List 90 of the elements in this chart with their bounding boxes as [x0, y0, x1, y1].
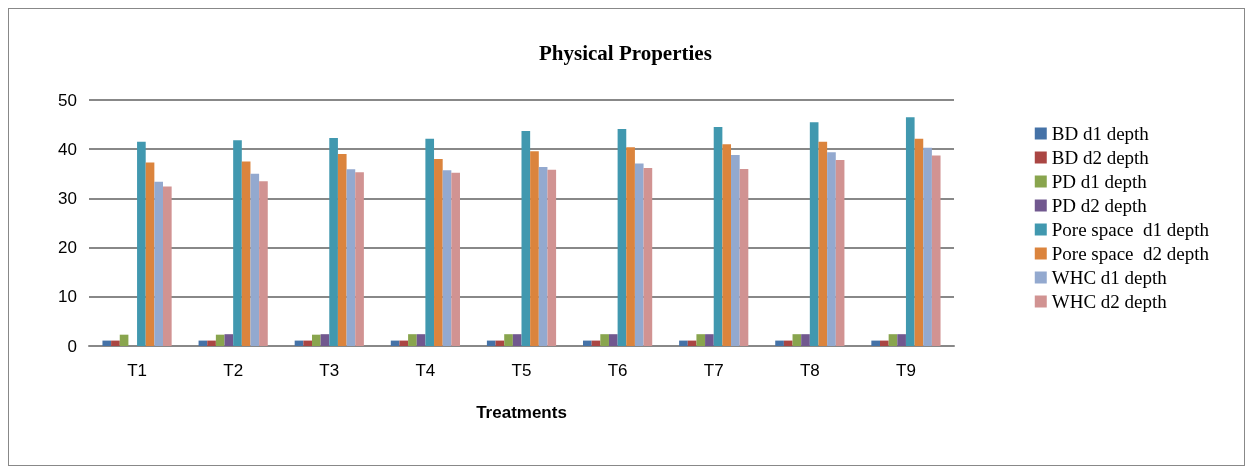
chart-title: Physical Properties	[539, 40, 712, 65]
bar	[626, 147, 635, 346]
bar	[583, 340, 592, 346]
bar	[346, 169, 356, 346]
bar	[329, 137, 338, 346]
bar	[827, 152, 836, 346]
legend-label: BD d1 depth	[1051, 123, 1150, 144]
y-tick-label: 0	[67, 336, 77, 356]
bar	[416, 334, 426, 346]
y-tick-label: 30	[58, 188, 77, 208]
legend-label: BD d2 depth	[1051, 147, 1150, 168]
bar	[154, 181, 164, 346]
legend-label: PD d1 depth	[1051, 171, 1148, 192]
bar	[547, 169, 557, 346]
bar	[224, 334, 234, 346]
legend-label: WHC d1 depth	[1051, 267, 1168, 288]
bar	[792, 334, 802, 346]
bar	[512, 334, 522, 346]
x-tick-label: T7	[703, 361, 724, 380]
bar	[931, 155, 941, 346]
bar	[643, 167, 653, 346]
bar	[696, 334, 706, 346]
bar	[713, 127, 723, 346]
x-tick-label: T4	[415, 361, 436, 380]
bar	[679, 340, 688, 346]
y-tick-label: 20	[58, 238, 77, 258]
bar	[914, 138, 924, 346]
bar	[504, 334, 513, 346]
bar	[207, 340, 216, 346]
x-tick-label: T2	[223, 361, 244, 380]
bar	[102, 340, 112, 346]
legend-label: PD d2 depth	[1051, 195, 1148, 216]
x-tick-label: T6	[607, 361, 628, 380]
bar	[731, 155, 740, 346]
bar	[897, 334, 906, 346]
bar	[119, 334, 129, 346]
bar	[486, 340, 496, 346]
bar	[163, 186, 172, 346]
bar	[355, 172, 364, 346]
bar	[705, 334, 714, 346]
bar	[801, 334, 810, 346]
bar	[538, 166, 548, 346]
x-tick-label: T9	[896, 361, 916, 380]
y-tick-label: 40	[58, 139, 77, 159]
bar	[337, 154, 347, 346]
bar	[818, 141, 828, 346]
legend-label: Pore space d1 depth	[1051, 219, 1210, 240]
bar	[434, 159, 443, 346]
x-tick-label: T8	[799, 361, 820, 380]
bar	[521, 131, 531, 346]
legend-label: Pore space d2 depth	[1051, 243, 1210, 264]
bar	[722, 144, 732, 346]
bar	[923, 147, 932, 346]
bar	[775, 340, 784, 346]
bar	[600, 334, 609, 346]
bar	[634, 163, 644, 346]
y-tick-label: 50	[58, 90, 77, 110]
bar	[241, 161, 251, 346]
bar	[215, 334, 225, 346]
bar	[871, 340, 880, 346]
bar	[739, 168, 749, 346]
legend-label: WHC d2 depth	[1051, 291, 1168, 312]
bar	[809, 122, 819, 346]
bar	[233, 140, 242, 346]
x-tick-label: T5	[511, 361, 532, 380]
bar	[442, 170, 452, 346]
y-tick-label: 10	[58, 287, 77, 307]
bar	[399, 340, 409, 346]
bar	[259, 181, 268, 346]
bar	[608, 334, 618, 346]
bar	[250, 173, 260, 346]
bar	[451, 172, 460, 346]
bar	[137, 141, 146, 346]
bar	[425, 138, 435, 346]
bar	[408, 334, 417, 346]
x-tick-label: T1	[127, 361, 147, 380]
bar	[111, 340, 120, 346]
bar	[783, 340, 793, 346]
bar	[530, 151, 539, 346]
bar	[311, 334, 321, 346]
bar	[879, 340, 889, 346]
bar	[303, 340, 312, 346]
bar	[320, 334, 330, 346]
bar	[145, 162, 155, 346]
x-axis-title: Treatments	[476, 403, 567, 422]
bar	[617, 129, 627, 346]
bar	[835, 160, 845, 346]
x-tick-label: T3	[319, 361, 340, 380]
bar	[905, 117, 915, 346]
bar	[888, 334, 898, 346]
